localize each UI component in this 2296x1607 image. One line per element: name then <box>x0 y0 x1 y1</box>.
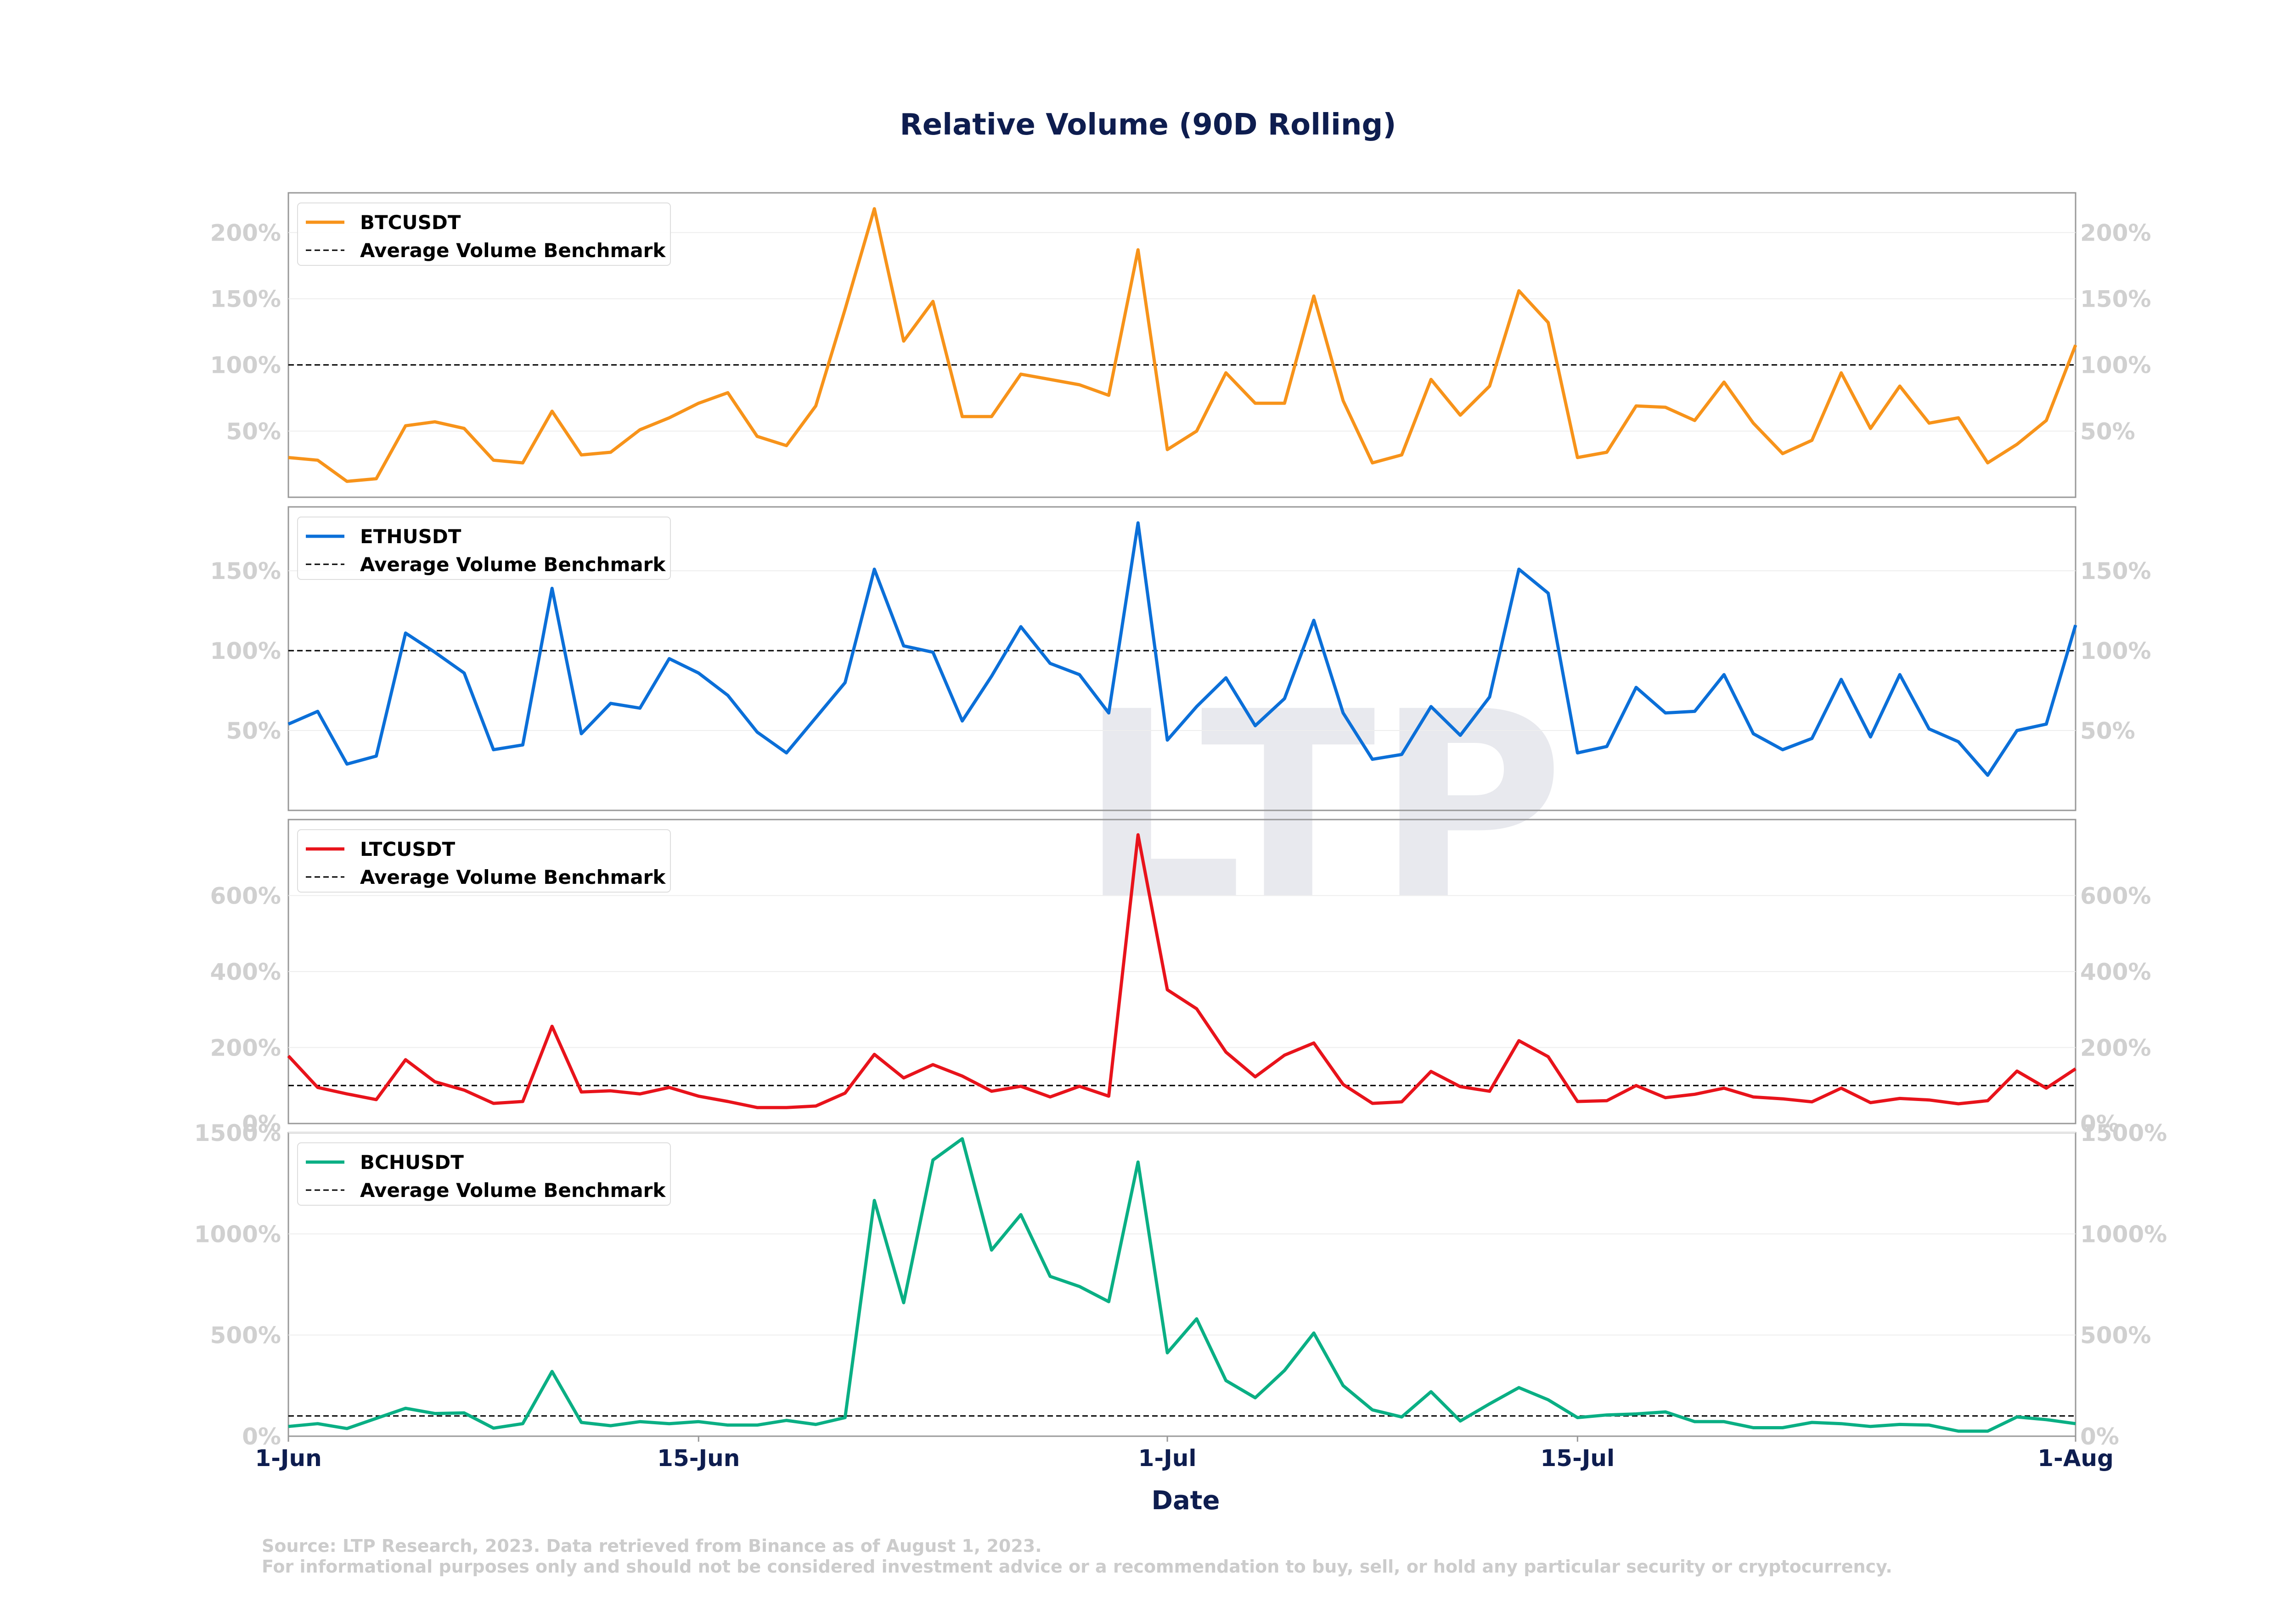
y-tick-label-right: 500% <box>2080 1322 2151 1349</box>
chart-title: Relative Volume (90D Rolling) <box>900 108 1396 142</box>
y-tick-label-left: 500% <box>210 1322 281 1349</box>
chart-panels: 50% 50% 100% 100% 150% 150% 200% 200% BTCUSDT Ave… <box>194 192 2167 1450</box>
legend: BCHUSDT Average Volume Benchmark <box>297 1142 671 1206</box>
y-tick-label-right: 0% <box>2080 1111 2119 1137</box>
legend-benchmark-label: Average Volume Benchmark <box>360 866 666 888</box>
panel-bchusdt: 0% 0% 500% 500% 1000% 1000% 1500% 1500% BCHUSDT A… <box>194 1120 2167 1450</box>
y-tick-label-right: 0% <box>2080 1423 2119 1450</box>
y-tick-label-left: 50% <box>226 418 281 445</box>
y-tick-label-right: 150% <box>2080 558 2151 584</box>
legend-series-label: BCHUSDT <box>360 1151 464 1174</box>
panel-ethusdt: 50% 50% 100% 100% 150% 150% ETHUSDT Average Vol… <box>210 506 2151 811</box>
y-tick-label-left: 400% <box>210 959 281 985</box>
x-tick-label: 15-Jun <box>657 1445 740 1472</box>
legend: BTCUSDT Average Volume Benchmark <box>297 202 671 266</box>
y-tick-label-right: 1000% <box>2080 1221 2167 1247</box>
y-tick-label-right: 50% <box>2080 418 2135 445</box>
y-tick-label-left: 150% <box>210 286 281 313</box>
legend: LTCUSDT Average Volume Benchmark <box>297 829 671 893</box>
y-tick-label-left: 600% <box>210 883 281 910</box>
x-axis: 1-Jun 15-Jun 1-Jul 15-Jul 1-Aug <box>255 1436 2114 1472</box>
panel-ltcusdt: 0% 0% 200% 200% 400% 400% 600% 600% LTCUSDT Avera… <box>210 819 2151 1137</box>
x-tick-label: 1-Jul <box>1138 1445 1197 1472</box>
legend-benchmark-label: Average Volume Benchmark <box>360 239 666 262</box>
footer-source: Source: LTP Research, 2023. Data retriev… <box>262 1536 1042 1556</box>
panel-btcusdt: 50% 50% 100% 100% 150% 150% 200% 200% BTCUSDT Ave… <box>210 192 2151 498</box>
y-tick-label-right: 100% <box>2080 352 2151 379</box>
y-tick-label-left: 100% <box>210 638 281 664</box>
legend-box <box>297 517 671 580</box>
y-tick-label-right: 50% <box>2080 718 2135 744</box>
series-line-btcusdt <box>288 207 2077 483</box>
x-tick-label: 1-Aug <box>2037 1445 2114 1472</box>
y-tick-label-left: 150% <box>210 558 281 584</box>
y-tick-label-right: 100% <box>2080 638 2151 664</box>
legend-box <box>297 202 671 266</box>
y-tick-label-left: 0% <box>242 1111 281 1137</box>
series-line-ltcusdt <box>287 833 2077 1109</box>
legend-series-label: LTCUSDT <box>360 838 456 860</box>
y-tick-label-right: 150% <box>2080 286 2151 313</box>
y-tick-label-right: 200% <box>2080 219 2151 246</box>
y-tick-label-left: 200% <box>210 219 281 246</box>
y-tick-label-right: 600% <box>2080 883 2151 910</box>
footer-disclaimer: For informational purposes only and shou… <box>262 1556 1892 1577</box>
x-tick-label: 1-Jun <box>255 1445 321 1472</box>
y-tick-label-left: 200% <box>210 1035 281 1062</box>
y-tick-label-left: 1000% <box>194 1221 281 1247</box>
series-line-bchusdt <box>288 1137 2076 1433</box>
panel-frame <box>287 506 2077 811</box>
y-tick-label-right: 400% <box>2080 959 2151 985</box>
x-tick-label: 15-Jul <box>1541 1445 1615 1472</box>
y-tick-label-left: 0% <box>242 1423 281 1450</box>
legend-box <box>297 829 671 893</box>
legend-series-label: ETHUSDT <box>360 525 461 548</box>
x-axis-label: Date <box>1151 1486 1220 1516</box>
legend-box <box>297 1142 671 1206</box>
y-tick-label-left: 100% <box>210 352 281 379</box>
series-line-ethusdt <box>287 521 2077 777</box>
legend: ETHUSDT Average Volume Benchmark <box>297 517 671 580</box>
y-tick-label-right: 200% <box>2080 1035 2151 1062</box>
y-tick-label-left: 50% <box>226 718 281 744</box>
y-tick-label-right: 1500% <box>2080 1120 2167 1146</box>
y-tick-label-left: 1500% <box>194 1120 281 1146</box>
legend-benchmark-label: Average Volume Benchmark <box>360 553 666 576</box>
legend-series-label: BTCUSDT <box>360 211 461 234</box>
legend-benchmark-label: Average Volume Benchmark <box>360 1179 666 1202</box>
